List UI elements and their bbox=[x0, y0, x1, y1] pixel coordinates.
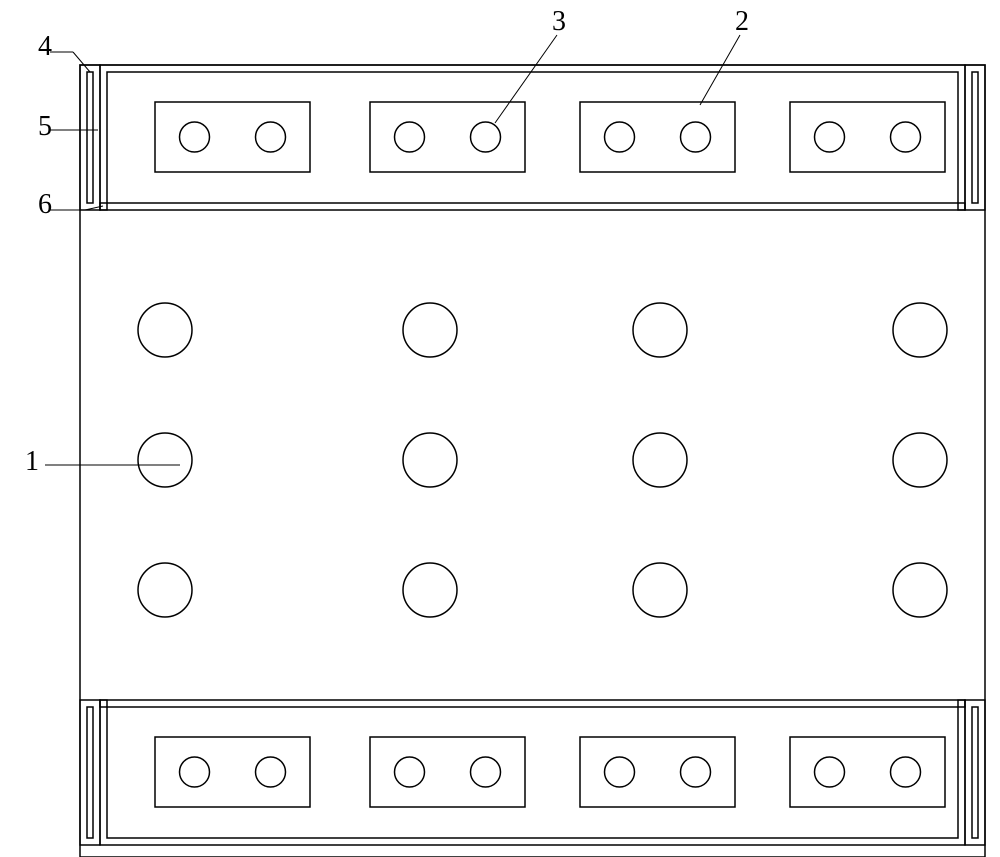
bottom-rail-block-0 bbox=[155, 737, 310, 807]
center-hole-r2-c1 bbox=[403, 563, 457, 617]
bottom-rail-left-tab-outer bbox=[80, 700, 100, 845]
center-hole-r0-c0 bbox=[138, 303, 192, 357]
top-rail-block-0-hole-a bbox=[180, 122, 210, 152]
bottom-rail-left-notch bbox=[100, 700, 107, 707]
callout-5: 5 bbox=[38, 111, 98, 142]
bottom-rail-block-2-rect bbox=[580, 737, 735, 807]
bottom-rail-block-3-rect bbox=[790, 737, 945, 807]
callout-2-leader bbox=[700, 35, 740, 105]
callout-4: 4 bbox=[38, 31, 90, 72]
top-rail bbox=[80, 65, 985, 210]
center-hole-grid bbox=[138, 303, 947, 617]
bottom-rail-block-1-hole-a bbox=[395, 757, 425, 787]
top-rail-block-1-rect bbox=[370, 102, 525, 172]
bottom-rail-outer bbox=[100, 700, 965, 845]
callout-4-label: 4 bbox=[38, 31, 52, 62]
bottom-rail-inner bbox=[107, 707, 958, 838]
callout-5-label: 5 bbox=[38, 111, 52, 142]
bottom-rail-block-1-hole-b bbox=[471, 757, 501, 787]
bottom-rail-right-tab-inner bbox=[972, 707, 978, 838]
bottom-rail-block-1-rect bbox=[370, 737, 525, 807]
callout-3-label: 3 bbox=[552, 6, 566, 37]
callout-1-label: 1 bbox=[25, 446, 39, 477]
center-hole-r0-c2 bbox=[633, 303, 687, 357]
top-rail-block-0 bbox=[155, 102, 310, 172]
bottom-rail-block-2-hole-a bbox=[605, 757, 635, 787]
center-hole-r2-c0 bbox=[138, 563, 192, 617]
top-rail-block-2-rect bbox=[580, 102, 735, 172]
center-hole-r0-c3 bbox=[893, 303, 947, 357]
top-rail-left-tab-outer bbox=[80, 65, 100, 210]
center-hole-r2-c2 bbox=[633, 563, 687, 617]
callouts: 1 2 3 4 5 6 bbox=[25, 6, 749, 477]
top-rail-outer bbox=[100, 65, 965, 210]
top-rail-block-3-hole-b bbox=[891, 122, 921, 152]
center-hole-r1-c1 bbox=[403, 433, 457, 487]
bottom-rail-left-tab-inner bbox=[87, 707, 93, 838]
top-rail-inner bbox=[107, 72, 958, 203]
top-rail-block-0-hole-b bbox=[256, 122, 286, 152]
center-hole-r1-c3 bbox=[893, 433, 947, 487]
top-rail-right-notch bbox=[958, 203, 965, 210]
top-rail-block-3 bbox=[790, 102, 945, 172]
top-rail-right-tab-outer bbox=[965, 65, 985, 210]
callout-2: 2 bbox=[700, 6, 749, 105]
top-rail-block-3-hole-a bbox=[815, 122, 845, 152]
top-rail-block-2 bbox=[580, 102, 735, 172]
top-rail-block-0-rect bbox=[155, 102, 310, 172]
bottom-rail-block-0-rect bbox=[155, 737, 310, 807]
top-rail-block-2-hole-b bbox=[681, 122, 711, 152]
top-rail-block-1-hole-a bbox=[395, 122, 425, 152]
bottom-rail-block-1 bbox=[370, 737, 525, 807]
center-hole-r1-c0 bbox=[138, 433, 192, 487]
callout-2-label: 2 bbox=[735, 6, 749, 37]
bottom-rail-right-notch bbox=[958, 700, 965, 707]
callout-4-leader-1 bbox=[73, 52, 90, 72]
top-rail-block-2-hole-a bbox=[605, 122, 635, 152]
callout-6-label: 6 bbox=[38, 189, 52, 220]
bottom-rail-block-2-hole-b bbox=[681, 757, 711, 787]
center-hole-r0-c1 bbox=[403, 303, 457, 357]
bottom-rail-block-0-hole-a bbox=[180, 757, 210, 787]
bottom-rail-right-tab-outer bbox=[965, 700, 985, 845]
bottom-rail-block-3-hole-b bbox=[891, 757, 921, 787]
callout-1: 1 bbox=[25, 446, 180, 477]
bottom-rail-block-2 bbox=[580, 737, 735, 807]
bottom-rail-block-3-hole-a bbox=[815, 757, 845, 787]
center-hole-r2-c3 bbox=[893, 563, 947, 617]
callout-3-leader bbox=[495, 35, 557, 123]
top-rail-block-1 bbox=[370, 102, 525, 172]
top-rail-left-tab-inner bbox=[87, 72, 93, 203]
bottom-rail bbox=[80, 700, 985, 845]
top-rail-block-3-rect bbox=[790, 102, 945, 172]
engineering-diagram: 1 2 3 4 5 6 bbox=[0, 0, 1000, 857]
bottom-rail-block-3 bbox=[790, 737, 945, 807]
main-plate bbox=[80, 65, 985, 857]
top-rail-right-tab-inner bbox=[972, 72, 978, 203]
bottom-rail-block-0-hole-b bbox=[256, 757, 286, 787]
top-rail-block-1-hole-b bbox=[471, 122, 501, 152]
center-hole-r1-c2 bbox=[633, 433, 687, 487]
